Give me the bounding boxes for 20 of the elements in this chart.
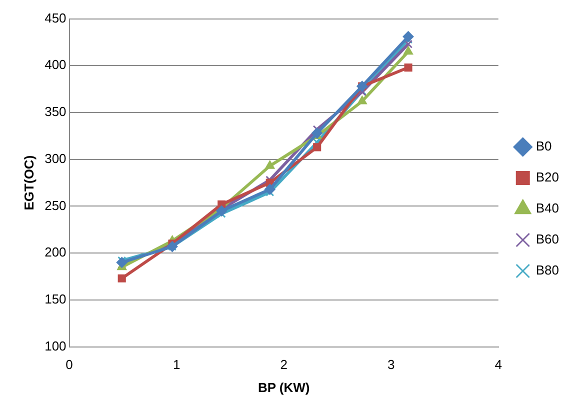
- x-tick-label: 4: [494, 357, 502, 372]
- y-tick-label: 300: [44, 150, 66, 166]
- y-tick-label: 200: [44, 244, 66, 260]
- y-tick-label: 400: [44, 57, 66, 72]
- legend-label: B80: [536, 262, 560, 278]
- legend-label: B20: [536, 170, 560, 185]
- x-tick-label: 0: [66, 357, 73, 372]
- legend-label: B40: [536, 200, 560, 216]
- legend-label: B0: [536, 138, 552, 154]
- y-tick-label: 450: [44, 10, 66, 26]
- y-tick-label: 100: [44, 338, 66, 354]
- x-tick-label: 1: [172, 357, 180, 372]
- x-tick-label: 3: [387, 357, 395, 372]
- y-tick-label: 250: [44, 198, 66, 213]
- y-tick-label: 350: [44, 104, 66, 120]
- y-axis-title: EGT(OC): [21, 155, 36, 210]
- legend-label: B60: [536, 232, 560, 247]
- x-axis-title: BP (KW): [258, 380, 310, 395]
- x-tick-label: 2: [280, 357, 288, 372]
- y-tick-label: 150: [44, 292, 66, 307]
